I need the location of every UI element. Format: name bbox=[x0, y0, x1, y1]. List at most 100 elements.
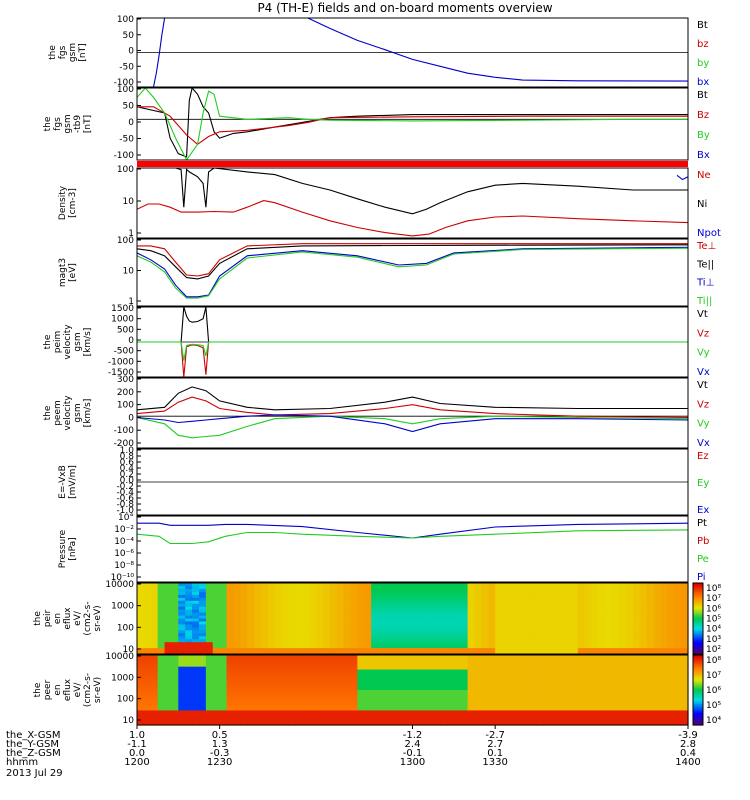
y-label-line: (cm2-s- bbox=[83, 601, 93, 635]
panel-efield: EzEyEx1.00.80.60.40.20.0-0.2-0.4-0.6-0.8… bbox=[58, 446, 709, 516]
y-axis-label: magt3 [eV] bbox=[58, 258, 78, 287]
y-tick-label: 10° bbox=[118, 513, 134, 523]
y-tick-label: 50 bbox=[123, 102, 135, 112]
y-tick-label: -100 bbox=[114, 426, 135, 436]
y-label-line: gsm bbox=[73, 403, 83, 422]
y-tick-label: 10000 bbox=[105, 580, 134, 590]
series-line-By bbox=[137, 88, 688, 160]
y-tick-label: 10⁻⁶ bbox=[114, 549, 134, 559]
panel-traces bbox=[137, 387, 688, 438]
y-tick-label: 50 bbox=[123, 31, 135, 41]
x-row-label: hhmm bbox=[6, 757, 38, 768]
colorbar-tick-label: 10⁶ bbox=[706, 604, 721, 614]
legend-label: Vx bbox=[697, 367, 710, 378]
y-label-line: the bbox=[33, 611, 43, 626]
y-tick-label: 0 bbox=[128, 336, 134, 346]
panels-group: Btbzbybx100500-50-100the fgs gsm [nT]BtBzBy… bbox=[33, 15, 721, 726]
y-tick-label: 10000 bbox=[105, 652, 134, 662]
y-tick-label: 1000 bbox=[111, 673, 134, 683]
y-label-line: peem bbox=[53, 400, 63, 426]
y-label-line: [nT] bbox=[83, 115, 93, 133]
y-label-line: [cm-3] bbox=[68, 188, 78, 218]
x-row-value: 1230 bbox=[207, 757, 232, 768]
series-line-Vz bbox=[137, 342, 688, 377]
y-label-line: fgs bbox=[53, 117, 63, 131]
legend-label: bz bbox=[697, 39, 709, 50]
y-tick-label: 100 bbox=[117, 85, 134, 95]
y-label-line: en bbox=[53, 613, 63, 624]
panel-frame bbox=[137, 516, 688, 582]
y-label-line: velocity bbox=[63, 395, 73, 431]
panel-velocity_peem: VtVzVyVx3002001000-100-200the peem velocit… bbox=[43, 375, 710, 449]
panel-traces bbox=[137, 168, 688, 236]
panel-frame bbox=[137, 88, 688, 160]
y-axis-label: Pressure [nPa] bbox=[58, 529, 78, 568]
x-row-value: 1330 bbox=[482, 757, 507, 768]
legend-label: Vt bbox=[697, 380, 708, 391]
legend-label: Bz bbox=[697, 110, 709, 121]
y-label-line: the bbox=[33, 682, 43, 697]
figure-title: P4 (TH-E) fields and on-board moments ov… bbox=[257, 1, 552, 15]
y-label-line: magt3 bbox=[58, 258, 68, 287]
y-tick-label: 10⁻⁸ bbox=[114, 561, 134, 571]
colorbar-tick-label: 10⁵ bbox=[706, 615, 721, 625]
y-tick-label: 1000 bbox=[111, 315, 134, 325]
legend-label: Pi bbox=[697, 572, 706, 583]
colorbar-tick-label: 10⁸ bbox=[706, 656, 721, 666]
colorbar-tick-label: 10⁵ bbox=[706, 701, 721, 711]
y-label-line: peer bbox=[43, 679, 53, 700]
x-row-value: 1300 bbox=[400, 757, 425, 768]
y-label-line: E=-VxB bbox=[58, 465, 68, 499]
y-label-line: [nT] bbox=[78, 43, 88, 61]
legend-label: Pb bbox=[697, 536, 709, 547]
y-label-line: eflux bbox=[63, 678, 73, 701]
y-label-line: en bbox=[53, 684, 63, 695]
y-label-line: sr-eV) bbox=[93, 605, 103, 631]
legend-label: bx bbox=[697, 77, 709, 88]
y-label-line: peir bbox=[43, 609, 53, 627]
series-line-Ti|| bbox=[137, 248, 688, 298]
y-label-line: velocity bbox=[63, 324, 73, 360]
series-line-Ti⊥ bbox=[137, 247, 688, 296]
y-axis-label: E=-VxB [mV/m] bbox=[58, 465, 78, 499]
legend-label: Vt bbox=[697, 309, 708, 320]
legend-label: Te|| bbox=[696, 259, 714, 270]
y-label-line: eV/ bbox=[73, 610, 83, 626]
y-tick-label: 1500 bbox=[111, 304, 134, 314]
y-label-line: [eV] bbox=[68, 263, 78, 282]
red-band bbox=[137, 161, 688, 167]
y-label-line: the bbox=[43, 405, 53, 420]
y-tick-label: -50 bbox=[119, 62, 134, 72]
y-axis-label: the fgs gsm -tb9 [nT] bbox=[43, 114, 93, 133]
y-label-line: gsm bbox=[68, 43, 78, 62]
y-tick-label: 100 bbox=[117, 695, 134, 705]
y-label-line: eV/ bbox=[73, 682, 83, 698]
panel-frame bbox=[137, 168, 688, 238]
y-tick-label: 10 bbox=[123, 716, 135, 726]
date-label: 2013 Jul 29 bbox=[6, 768, 63, 779]
series-line-Pe bbox=[137, 530, 688, 544]
panel-fgs_highres: BtBzByBx100500-50-100the fgs gsm -tb9 [nT] bbox=[43, 85, 710, 161]
series-line-Bz bbox=[137, 107, 688, 145]
y-tick-label: 10⁻² bbox=[114, 525, 134, 535]
y-label-line: [km/s] bbox=[83, 399, 93, 428]
y-label-line: fgs bbox=[58, 45, 68, 59]
legend-label: Ti|| bbox=[696, 296, 712, 307]
y-axis-label: the peer en eflux eV/(cm2-s-sr-eV) bbox=[33, 673, 103, 707]
y-label-line: gsm bbox=[63, 114, 73, 133]
series-line-Vz bbox=[137, 397, 688, 417]
panel-density: NeNiNpot100101Density [cm-3] bbox=[58, 165, 721, 239]
series-line-Te|| bbox=[137, 245, 688, 279]
panel-peer_eflux: 10⁸10⁷10⁶10⁵10⁴10000100010010the peer en ef… bbox=[33, 652, 721, 726]
y-tick-label: 1000 bbox=[111, 602, 134, 612]
panel-traces bbox=[137, 244, 688, 298]
y-tick-label: 0 bbox=[128, 413, 134, 423]
y-tick-label: 10 bbox=[123, 267, 135, 277]
y-label-line: (cm2-s- bbox=[83, 673, 93, 707]
panel-traces bbox=[137, 307, 688, 377]
panel-frame bbox=[137, 378, 688, 448]
series-line-Vt bbox=[137, 307, 688, 342]
legend-label: Bt bbox=[697, 90, 708, 101]
y-label-line: [mV/m] bbox=[68, 465, 78, 499]
panel-velocity_peim: VtVzVyVx150010005000-500-1000-1500the pei… bbox=[43, 304, 710, 378]
